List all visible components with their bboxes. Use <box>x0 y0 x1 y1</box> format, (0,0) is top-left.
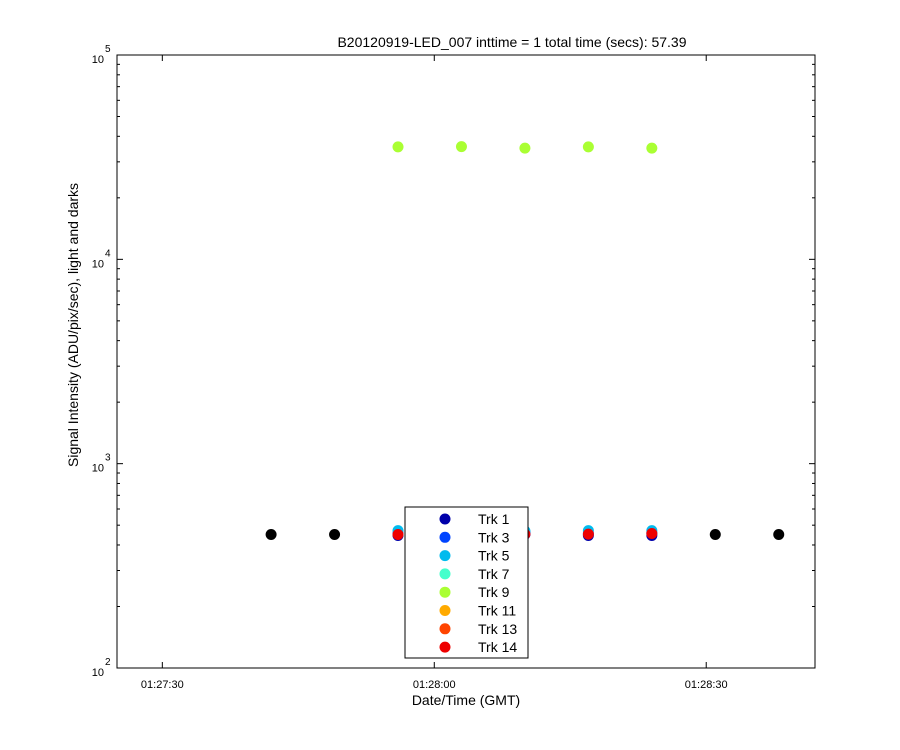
data-point <box>329 529 341 541</box>
legend-label: Trk 3 <box>478 529 510 545</box>
data-point <box>582 141 594 153</box>
data-point <box>392 141 404 153</box>
x-tick-label: 01:28:00 <box>413 679 456 691</box>
x-tick-label: 01:28:30 <box>685 679 728 691</box>
legend-label: Trk 14 <box>478 639 517 655</box>
data-point <box>265 529 277 541</box>
y-tick-exponent: 2 <box>105 657 111 668</box>
legend: Trk 1 Trk 3 Trk 5 Trk 7 Trk 9 Trk 11 Trk 13 Trk… <box>404 506 529 659</box>
legend-label: Trk 9 <box>478 584 510 600</box>
legend-marker <box>439 641 451 653</box>
x-tick-label: 01:27:30 <box>141 679 184 691</box>
legend-label: Trk 11 <box>478 603 516 619</box>
data-point <box>646 142 658 154</box>
x-axis-label: Date/Time (GMT) <box>412 692 520 708</box>
legend-marker <box>439 550 451 562</box>
y-tick-exponent: 4 <box>105 248 111 259</box>
data-point <box>392 529 404 541</box>
data-point <box>455 141 467 153</box>
legend-marker <box>439 531 451 543</box>
legend-marker <box>439 568 451 580</box>
legend-label: Trk 1 <box>478 511 510 527</box>
legend-box <box>404 506 529 659</box>
y-tick-exponent: 3 <box>105 453 111 464</box>
y-tick-exponent: 5 <box>105 44 111 55</box>
y-tick-label: 10 <box>92 54 104 66</box>
data-point <box>709 529 721 541</box>
legend-marker <box>439 605 451 616</box>
legend-marker <box>439 623 451 635</box>
y-axis-label: Signal Intensity (ADU/pix/sec), light an… <box>65 183 81 467</box>
data-point <box>773 529 785 541</box>
x-axis: 01:27:30 01:28:00 01:28:30 <box>141 55 728 691</box>
legend-marker <box>439 586 451 598</box>
legend-label: Trk 5 <box>478 548 510 564</box>
legend-marker <box>439 513 451 525</box>
y-tick-label: 10 <box>92 258 104 270</box>
legend-label: Trk 13 <box>478 621 517 637</box>
data-point <box>519 142 531 154</box>
y-tick-label: 10 <box>92 463 104 475</box>
y-tick-label: 10 <box>92 667 104 679</box>
chart-title: B20120919-LED_007 inttime = 1 total time… <box>337 34 686 50</box>
legend-label: Trk 7 <box>478 566 510 582</box>
data-point <box>646 528 658 540</box>
data-point <box>582 528 594 540</box>
